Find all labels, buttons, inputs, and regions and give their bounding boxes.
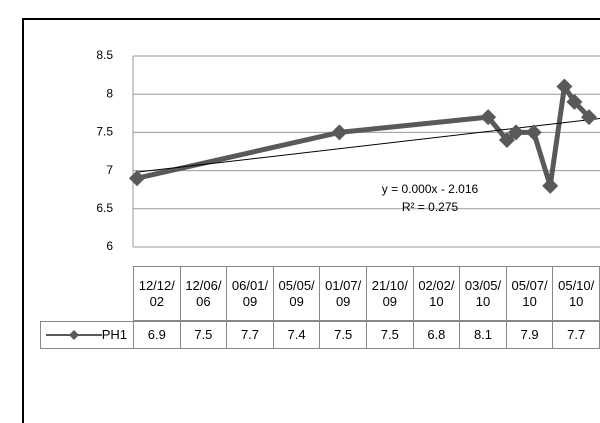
legend-label: PH1 bbox=[101, 327, 127, 342]
table-date: 05/05/09 bbox=[272, 266, 321, 321]
table-date: 01/07/09 bbox=[319, 266, 367, 321]
table-date: 12/12/02 bbox=[133, 266, 181, 321]
marker bbox=[331, 124, 348, 141]
legend-marker bbox=[68, 330, 79, 340]
table-date: 02/02/10 bbox=[412, 266, 461, 321]
y-tick-label: 7.5 bbox=[96, 125, 113, 139]
table-date: 05/10/10 bbox=[552, 266, 600, 321]
marker bbox=[542, 177, 559, 194]
marker bbox=[566, 93, 583, 110]
marker bbox=[129, 170, 145, 187]
table-value: 7.5 bbox=[366, 321, 414, 349]
marker bbox=[507, 124, 524, 141]
y-tick-label: 8.5 bbox=[96, 48, 113, 62]
table-value: 7.7 bbox=[226, 321, 274, 349]
marker bbox=[581, 109, 597, 126]
y-tick-label: 8 bbox=[106, 86, 113, 100]
table-value: 7.9 bbox=[505, 321, 554, 349]
trendline-r-squared: R² = 0.275 bbox=[402, 200, 459, 214]
y-tick-label: 7 bbox=[106, 163, 113, 177]
table-value: 8.1 bbox=[459, 321, 507, 349]
marker bbox=[556, 78, 573, 95]
y-tick-label: 6.5 bbox=[96, 201, 113, 215]
series-line bbox=[136, 84, 591, 189]
trendline bbox=[136, 117, 600, 173]
table-value: 7.4 bbox=[272, 321, 321, 349]
table-value: 7.5 bbox=[179, 321, 228, 349]
legend-symbol bbox=[45, 330, 102, 340]
chart-frame bbox=[22, 18, 600, 423]
table-date: 05/07/10 bbox=[505, 266, 554, 321]
table-value: 6.8 bbox=[412, 321, 461, 349]
y-tick-label: 6 bbox=[106, 239, 113, 253]
table-date: 21/10/09 bbox=[366, 266, 414, 321]
table-value: 7.7 bbox=[552, 321, 600, 349]
table-date: 03/05/10 bbox=[459, 266, 507, 321]
marker bbox=[480, 109, 497, 126]
legend-cell: PH1 bbox=[40, 321, 134, 349]
table-date: 12/06/06 bbox=[179, 266, 228, 321]
table-value: 7.5 bbox=[319, 321, 367, 349]
table-value: 6.9 bbox=[133, 321, 181, 349]
trendline-equation: y = 0.000x - 2.016 bbox=[382, 182, 479, 196]
marker bbox=[498, 132, 515, 149]
table-date: 06/01/09 bbox=[226, 266, 274, 321]
marker bbox=[525, 124, 542, 141]
